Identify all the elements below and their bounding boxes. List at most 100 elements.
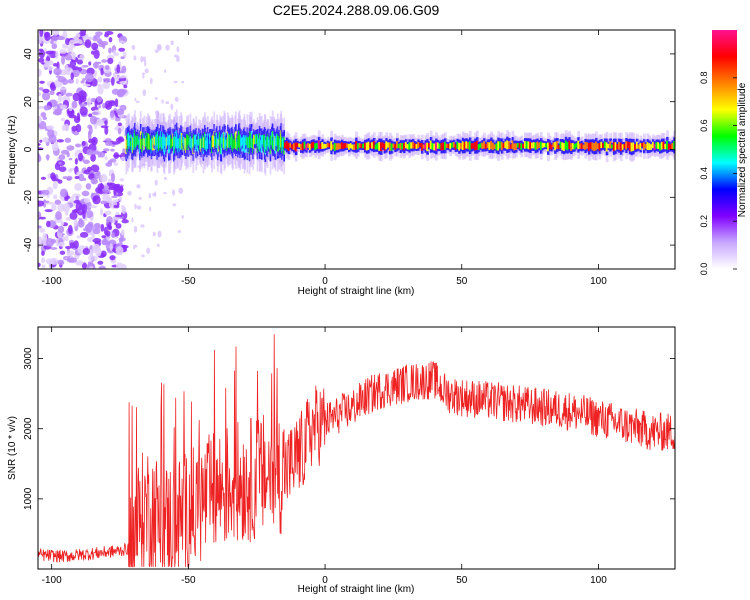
- signal-core: [477, 144, 481, 150]
- signal-core: [582, 144, 586, 149]
- signal-core: [390, 143, 394, 151]
- snr-y-tick-label: 2000: [23, 417, 34, 440]
- noise-blob: [118, 40, 126, 44]
- noise-blob: [43, 105, 51, 111]
- signal-core: [468, 141, 472, 151]
- noise-blob: [178, 187, 184, 194]
- colorbar-tick-label: 0.4: [699, 167, 709, 180]
- signal-core: [497, 141, 501, 151]
- noise-blob: [78, 152, 84, 161]
- signal-core: [623, 143, 627, 149]
- signal-core: [316, 142, 319, 149]
- noise-blob: [58, 161, 62, 165]
- signal-core: [509, 144, 513, 149]
- noise-blob: [82, 247, 90, 256]
- noise-blob: [76, 59, 83, 65]
- noise-blob: [51, 203, 57, 211]
- noise-blob: [113, 49, 117, 54]
- signal-core: [475, 140, 479, 150]
- signal-core: [445, 143, 449, 149]
- signal-core: [317, 140, 321, 150]
- noise-blob: [109, 243, 113, 251]
- noise-blob: [59, 49, 67, 54]
- noise-blob: [50, 83, 56, 89]
- noise-blob: [56, 139, 64, 143]
- noise-blob: [121, 204, 125, 211]
- signal-core: [451, 142, 454, 148]
- signal-core: [607, 143, 611, 149]
- noise-blob: [81, 203, 88, 214]
- signal-core: [401, 142, 405, 150]
- noise-blob: [107, 57, 114, 65]
- signal-core: [440, 142, 444, 151]
- signal-core: [563, 143, 566, 152]
- signal-core: [369, 142, 373, 149]
- signal-core: [291, 144, 294, 150]
- noise-blob: [140, 55, 143, 63]
- signal-core: [371, 142, 374, 149]
- signal-core: [518, 143, 522, 149]
- signal-core: [404, 141, 408, 149]
- signal-core: [456, 141, 460, 149]
- noise-blob: [67, 46, 73, 53]
- noise-blob: [161, 99, 164, 104]
- signal-core: [484, 143, 488, 150]
- signal-core: [543, 142, 547, 148]
- signal-core: [356, 143, 360, 150]
- noise-blob: [41, 250, 45, 256]
- signal-core: [659, 143, 662, 151]
- noise-blob: [39, 216, 47, 220]
- noise-blob: [54, 199, 62, 205]
- noise-blob: [97, 85, 104, 95]
- signal-core: [653, 143, 657, 150]
- noise-blob: [117, 136, 124, 142]
- noise-blob: [104, 104, 110, 109]
- noise-blob: [177, 229, 182, 234]
- noise-blob: [157, 230, 162, 238]
- signal-core: [520, 143, 524, 150]
- noise-blob: [85, 72, 94, 83]
- signal-core: [413, 143, 417, 149]
- noise-blob: [88, 138, 96, 144]
- snr-y-tick-label: 3000: [23, 347, 34, 370]
- signal-core: [522, 143, 525, 149]
- noise-blob: [93, 222, 101, 229]
- signal-core: [568, 140, 572, 150]
- signal-core: [550, 144, 554, 150]
- snr-y-axis-label: SNR (10 * v/v): [7, 416, 18, 480]
- signal-core: [552, 142, 556, 148]
- signal-core: [609, 141, 613, 149]
- signal-core: [506, 140, 509, 150]
- noise-blob: [165, 44, 170, 51]
- signal-core: [374, 144, 378, 150]
- noise-blob: [68, 114, 77, 119]
- noise-blob: [45, 50, 54, 55]
- signal-core: [387, 142, 390, 148]
- signal-core: [673, 140, 675, 150]
- signal-core: [651, 141, 655, 149]
- noise-blob: [152, 192, 157, 197]
- signal-core: [586, 142, 589, 149]
- noise-blob: [170, 103, 174, 111]
- signal-core: [628, 142, 632, 151]
- signal-core: [340, 142, 344, 149]
- noise-blob: [181, 80, 185, 84]
- noise-blob: [41, 257, 46, 264]
- noise-blob: [39, 194, 47, 197]
- signal-core: [611, 144, 614, 149]
- noise-blob: [104, 79, 112, 83]
- noise-blob: [51, 30, 60, 36]
- noise-blob: [144, 60, 147, 67]
- noise-blob: [57, 93, 63, 103]
- noise-blob: [142, 56, 147, 62]
- noise-blob: [97, 76, 103, 83]
- noise-blob: [71, 125, 78, 132]
- noise-blob: [94, 98, 98, 108]
- noise-blob: [38, 143, 41, 146]
- noise-blob: [115, 245, 124, 256]
- noise-blob: [115, 262, 124, 269]
- noise-blob: [93, 34, 101, 39]
- noise-blob: [163, 192, 167, 195]
- noise-blob: [154, 49, 160, 53]
- noise-blob: [142, 89, 147, 97]
